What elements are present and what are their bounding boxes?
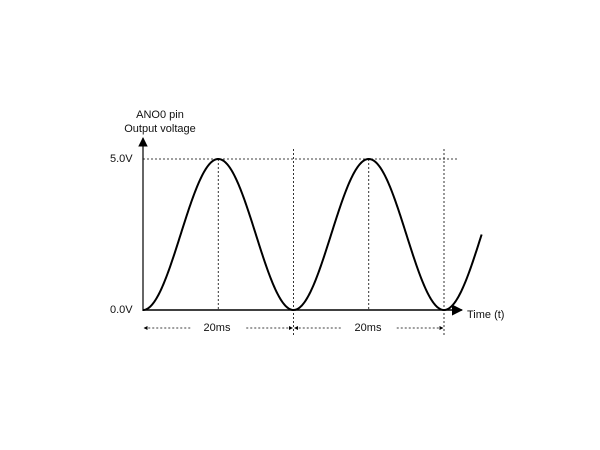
y-axis-title-line-2: Output voltage: [124, 123, 196, 135]
waveform-series: [142, 158, 483, 311]
waveform-line: [142, 158, 483, 311]
guide-lines: [143, 149, 457, 337]
axes: [138, 137, 464, 316]
period-label-1: 20ms: [203, 322, 231, 334]
y-tick-label-max: 5.0V: [110, 153, 133, 165]
period-label-2: 20ms: [354, 322, 382, 334]
x-axis-title: Time (t): [467, 309, 505, 321]
y-axis-title-line-1: ANO0 pin: [136, 109, 184, 121]
y-tick-label-min: 0.0V: [110, 304, 133, 316]
